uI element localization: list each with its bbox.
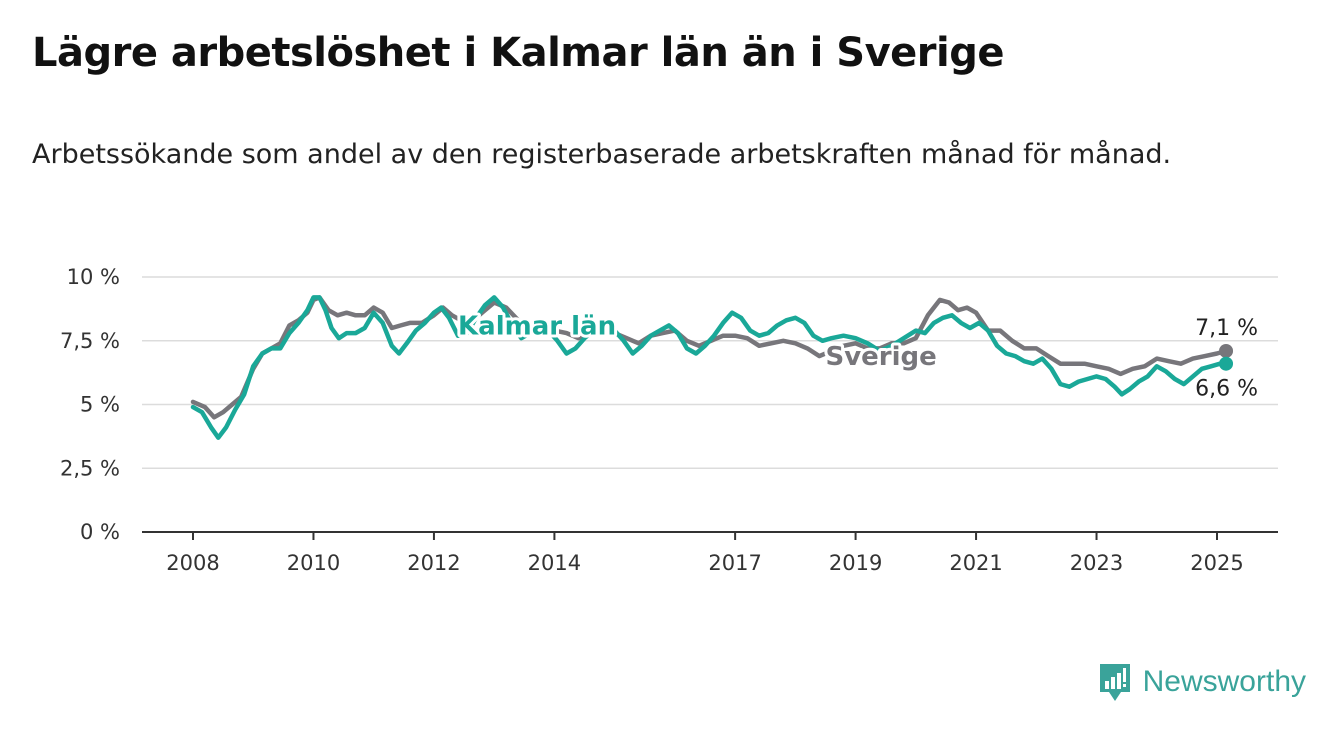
series-end-point-sverige [1219, 343, 1234, 358]
x-tick-label: 2021 [949, 551, 1002, 575]
x-tick-label: 2008 [166, 551, 219, 575]
x-tick-label: 2025 [1190, 551, 1243, 575]
y-tick-label: 2,5 % [60, 456, 120, 480]
series-end-point-kalmar [1219, 356, 1234, 371]
x-tick-label: 2023 [1070, 551, 1123, 575]
chart-subtitle: Arbetssökande som andel av den registerb… [32, 139, 1172, 170]
end-value-label-kalmar: 6,6 % [1195, 377, 1258, 402]
brand-logo: Newsworthy [1097, 660, 1306, 704]
series-label-sverige: Sverige [825, 342, 936, 372]
chart-title: Lägre arbetslöshet i Kalmar län än i Sve… [32, 30, 1004, 76]
newsworthy-logo-icon [1099, 664, 1130, 701]
x-tick-label: 2010 [287, 551, 340, 575]
line-chart: 0 % 2,5 % 5 % 7,5 % 10 % 2008 2010 2012 2014 2017… [60, 265, 1278, 575]
series-label-kalmar: Kalmar län [458, 311, 616, 341]
y-tick-label: 5 % [80, 393, 120, 417]
y-tick-label: 0 % [80, 520, 120, 544]
x-tick-label: 2012 [407, 551, 460, 575]
axis-layer: 0 % 2,5 % 5 % 7,5 % 10 % 2008 2010 2012 2014 2017… [60, 265, 1278, 575]
end-value-label-sverige: 7,1 % [1195, 316, 1258, 341]
x-tick-label: 2014 [528, 551, 581, 575]
y-tick-label: 7,5 % [60, 329, 120, 353]
series-layer [190, 295, 1229, 440]
label-layer: Kalmar län Sverige 7,1 % 6,6 % [455, 308, 1260, 404]
x-tick-label: 2019 [829, 551, 882, 575]
y-tick-label: 10 % [67, 265, 120, 289]
series-line-sverige [190, 295, 1229, 420]
x-tick-label: 2017 [708, 551, 761, 575]
series-line-kalmar [190, 295, 1229, 440]
brand-name: Newsworthy [1142, 665, 1306, 698]
